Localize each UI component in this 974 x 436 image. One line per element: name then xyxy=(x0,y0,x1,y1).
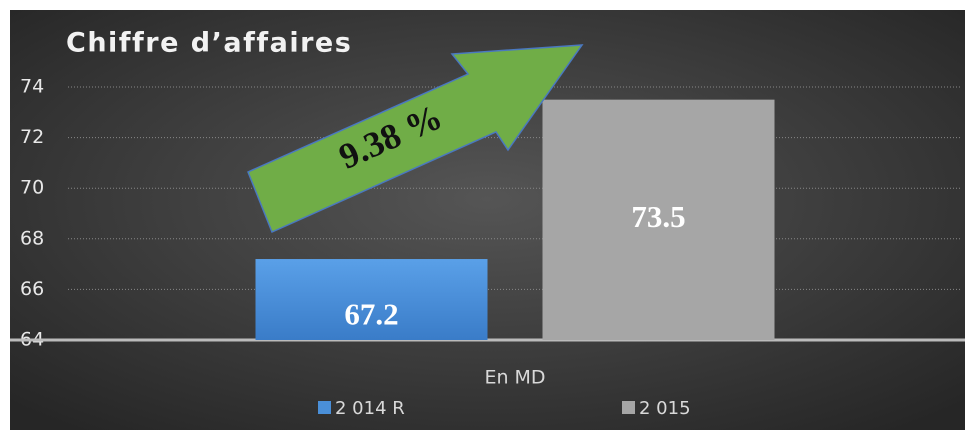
legend-label: 2 015 xyxy=(639,398,691,419)
y-tick-label: 68 xyxy=(20,227,44,249)
y-tick-label: 72 xyxy=(20,126,44,148)
legend-swatch xyxy=(318,401,331,414)
x-tick-label: En MD xyxy=(484,367,545,389)
y-tick-label: 66 xyxy=(20,278,44,300)
y-tick-label: 70 xyxy=(20,177,44,199)
bar xyxy=(255,259,488,340)
legend-swatch xyxy=(622,401,635,414)
y-tick-label: 74 xyxy=(20,76,44,98)
arrow xyxy=(247,44,584,234)
data-label: 67.2 xyxy=(344,297,398,332)
data-label: 73.5 xyxy=(631,199,685,234)
chart-title: Chiffre d’affaires xyxy=(66,28,352,59)
legend-label: 2 014 R xyxy=(335,398,405,419)
bar xyxy=(542,99,775,341)
